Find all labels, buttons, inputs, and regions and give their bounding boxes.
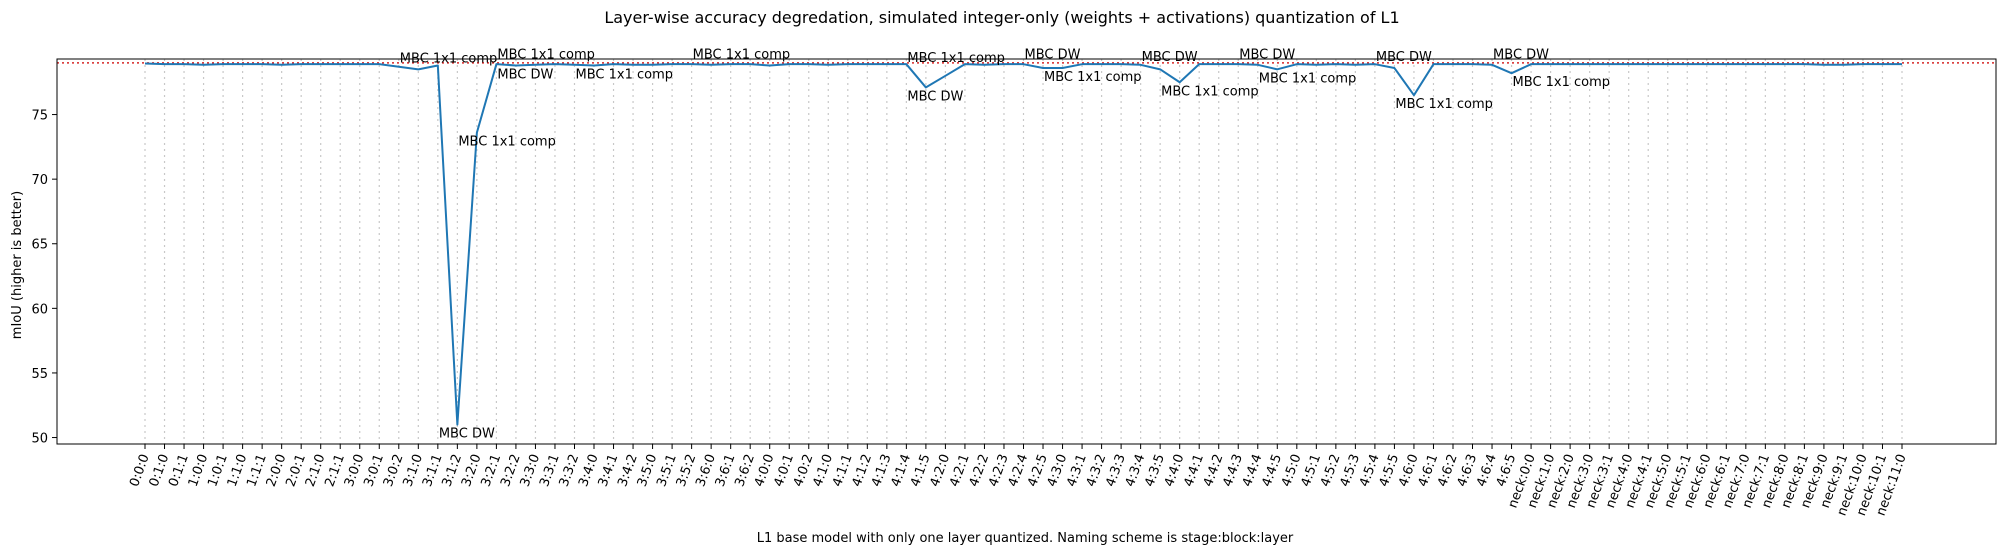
annotation-label: MBC DW: [497, 67, 553, 82]
annotation-label: MBC DW: [1025, 48, 1081, 63]
x-axis-label: L1 base model with only one layer quanti…: [757, 531, 1294, 546]
annotation-label: MBC 1x1 comp: [1395, 97, 1493, 112]
chart-title: Layer-wise accuracy degredation, simulat…: [604, 8, 1399, 27]
annotation-label: MBC 1x1 comp: [1044, 70, 1142, 85]
y-tick-label: 60: [31, 302, 48, 317]
annotation-label: MBC 1x1 comp: [907, 51, 1005, 66]
annotation-label: MBC 1x1 comp: [1161, 84, 1259, 99]
y-tick-label: 55: [31, 367, 48, 382]
y-tick-label: 70: [31, 173, 48, 188]
axes-frame: [57, 59, 1996, 444]
y-tick-label: 65: [31, 238, 48, 253]
annotation-label: MBC 1x1 comp: [1259, 71, 1357, 86]
annotation-label: MBC DW: [1239, 48, 1295, 63]
y-tick-label: 50: [31, 432, 48, 447]
plot-area: 5055606570750:0:00:1:00:1:11:0:01:0:11:1…: [31, 48, 1996, 518]
annotation-label: MBC 1x1 comp: [497, 48, 595, 63]
series-line: [145, 64, 1902, 425]
annotation-label: MBC 1x1 comp: [693, 48, 791, 63]
annotation-label: MBC DW: [1493, 48, 1549, 63]
y-axis-label: mIoU (higher is better): [10, 191, 25, 339]
annotation-label: MBC DW: [439, 427, 495, 442]
y-tick-label: 75: [31, 109, 48, 124]
annotation-label: MBC DW: [907, 89, 963, 104]
annotation-label: MBC DW: [1376, 50, 1432, 65]
annotation-label: MBC 1x1 comp: [458, 135, 556, 150]
annotation-label: MBC DW: [1142, 50, 1198, 65]
annotation-label: MBC 1x1 comp: [1513, 75, 1611, 90]
annotation-label: MBC 1x1 comp: [400, 51, 498, 66]
annotation-label: MBC 1x1 comp: [575, 67, 673, 82]
